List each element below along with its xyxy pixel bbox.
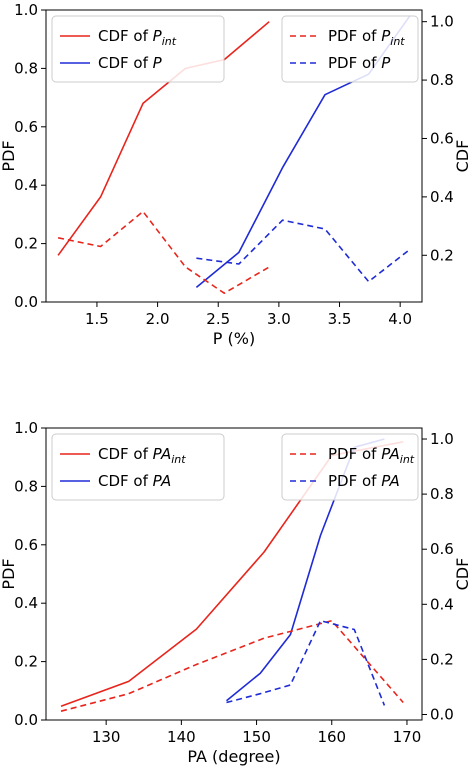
x-axis-label: PA (degree) <box>187 747 280 766</box>
legend-label: PDF of PAint <box>328 445 415 466</box>
legend-label: CDF of P <box>98 54 163 72</box>
x-tick-label: 3.5 <box>328 310 352 328</box>
legend-label-base: PDF of <box>328 54 381 72</box>
plot-frame <box>45 9 423 303</box>
y-tick-label-right: 0.2 <box>430 650 454 668</box>
x-tick-label: 1.5 <box>85 310 109 328</box>
chart-2: 130 140 150 160 170 0.0 0.2 0.4 0.6 0.8 1.0 0.0 0.2 0… <box>0 419 472 766</box>
legend-label: CDF of PA <box>98 472 171 490</box>
y-tick-label-right: 0.6 <box>430 129 454 147</box>
legend-label: PDF of PA <box>328 472 400 490</box>
series-line-1 <box>57 21 270 256</box>
legend-label: CDF of Pint <box>98 27 177 48</box>
y-tick-label-right: 0.2 <box>430 246 454 264</box>
legend-label-variable: P <box>381 54 391 72</box>
legend-label-variable: P <box>153 54 163 72</box>
y-tick-label-left: 0.2 <box>14 653 38 671</box>
x-tick-label: 140 <box>167 728 196 746</box>
legend-label-base: PDF of <box>328 472 381 490</box>
y-tick-label-right: 0.8 <box>430 485 454 503</box>
y-axis-label-right: CDF <box>453 140 472 173</box>
y-tick-label-left: 0.6 <box>14 118 38 136</box>
legend-label: PDF of P <box>328 54 391 72</box>
x-tick-label: 170 <box>393 728 422 746</box>
y-tick-label-left: 0.0 <box>14 293 38 311</box>
x-tick-label: 2.0 <box>146 310 170 328</box>
legend-label-base: CDF of <box>98 27 153 45</box>
chart-1: 1.5 2.0 2.5 3.0 3.5 4.0 0.0 0.2 0.4 0.6 0.8 1.0 0.2 0… <box>0 1 472 348</box>
x-tick-label: 160 <box>317 728 346 746</box>
y-tick-label-left: 0.0 <box>14 711 38 729</box>
y-tick-label-right: 0.6 <box>430 540 454 558</box>
x-tick-label: 130 <box>92 728 121 746</box>
legend-box <box>51 433 225 501</box>
legend-box <box>281 433 419 501</box>
y-tick-label-left: 0.6 <box>14 536 38 554</box>
legend-label-variable: P <box>153 27 163 45</box>
y-tick-label-left: 0.2 <box>14 235 38 253</box>
y-tick-label-right: 1.0 <box>430 430 454 448</box>
series-line-3 <box>60 619 404 712</box>
legend-label-variable: PA <box>381 445 400 463</box>
legend-label: CDF of PAint <box>98 445 186 466</box>
series-line-3 <box>57 210 270 295</box>
legend-box <box>51 15 225 83</box>
legend-label-variable: PA <box>381 472 400 490</box>
y-tick-label-left: 0.4 <box>14 176 38 194</box>
y-tick-label-left: 0.8 <box>14 477 38 495</box>
legend-label-base: CDF of <box>98 54 153 72</box>
legend-label-base: CDF of <box>98 445 153 463</box>
series-line-4 <box>226 619 386 706</box>
y-tick-label-right: 0.4 <box>430 595 454 613</box>
legend-label-base: CDF of <box>98 472 153 490</box>
legend-box <box>281 15 419 83</box>
y-tick-label-left: 1.0 <box>14 1 38 19</box>
legend-label-subscript: int <box>400 453 415 466</box>
legend-label-variable: P <box>381 27 391 45</box>
y-tick-label-right: 0.0 <box>430 705 454 723</box>
x-axis-label: P (%) <box>213 329 255 348</box>
x-tick-label: 2.5 <box>206 310 230 328</box>
legend-label-subscript: int <box>390 35 405 48</box>
y-tick-label-left: 0.8 <box>14 59 38 77</box>
legend-label-base: PDF of <box>328 27 381 45</box>
x-tick-label: 150 <box>242 728 271 746</box>
legend-label-base: PDF of <box>328 445 381 463</box>
x-tick-label: 4.0 <box>388 310 412 328</box>
legend-label-variable: PA <box>153 472 172 490</box>
y-tick-label-right: 0.4 <box>430 188 454 206</box>
y-axis-label-left: PDF <box>0 558 18 589</box>
y-tick-label-left: 0.4 <box>14 594 38 612</box>
legend-label-variable: PA <box>153 445 172 463</box>
y-axis-label-left: PDF <box>0 140 18 171</box>
y-tick-label-right: 0.8 <box>430 71 454 89</box>
y-tick-label-left: 1.0 <box>14 419 38 437</box>
plot-frame <box>45 427 423 721</box>
y-tick-label-right: 1.0 <box>430 13 454 31</box>
legend-label-subscript: int <box>171 453 186 466</box>
legend-label-subscript: int <box>162 35 177 48</box>
series-line-4 <box>196 219 411 283</box>
y-axis-label-right: CDF <box>453 558 472 591</box>
x-tick-label: 3.0 <box>267 310 291 328</box>
legend-label: PDF of Pint <box>328 27 405 48</box>
